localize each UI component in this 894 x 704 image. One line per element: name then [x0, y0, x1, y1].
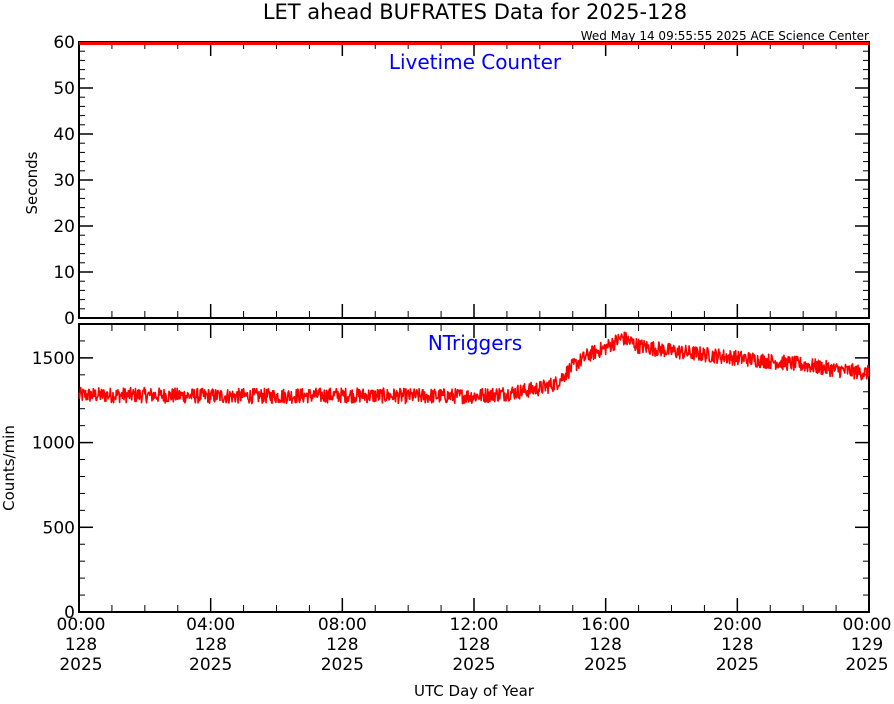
- ntriggers-y-tick-label: 500: [43, 518, 75, 538]
- x-tick-label: 12:00: [450, 615, 499, 635]
- ntriggers-y-tick-label: 0: [64, 603, 75, 623]
- x-tick-label: 129: [851, 635, 883, 655]
- x-tick-label: 128: [65, 635, 97, 655]
- ntriggers-y-tick-label: 1000: [32, 434, 75, 454]
- livetime-panel-label: Livetime Counter: [389, 50, 562, 74]
- timestamp-label: Wed May 14 09:55:55 2025 ACE Science Cen…: [581, 29, 869, 43]
- x-tick-label: 04:00: [186, 615, 235, 635]
- livetime-y-tick-label: 60: [53, 33, 75, 53]
- x-tick-label: 2025: [59, 655, 102, 675]
- x-tick-label: 128: [721, 635, 753, 655]
- livetime-y-tick-label: 50: [53, 79, 75, 99]
- x-tick-label: 128: [326, 635, 358, 655]
- livetime-y-tick-label: 30: [53, 171, 75, 191]
- livetime-y-tick-label: 40: [53, 125, 75, 145]
- x-tick-labels: 00:00128202504:00128202508:00128202512:0…: [57, 615, 892, 675]
- x-axis-label: UTC Day of Year: [414, 682, 535, 700]
- x-tick-label: 2025: [189, 655, 232, 675]
- x-tick-label: 2025: [584, 655, 627, 675]
- x-tick-label: 00:00: [57, 615, 106, 635]
- livetime-y-tick-label: 20: [53, 217, 75, 237]
- x-tick-label: 00:00: [843, 615, 892, 635]
- x-tick-label: 2025: [845, 655, 888, 675]
- livetime-y-tick-label: 10: [53, 263, 75, 283]
- ntriggers-series-line: [78, 331, 870, 405]
- livetime-y-tick-label: 0: [64, 309, 75, 329]
- x-tick-label: 08:00: [318, 615, 367, 635]
- ntriggers-y-axis-label: Counts/min: [0, 425, 18, 511]
- ntriggers-y-tick-label: 1500: [32, 349, 75, 369]
- x-tick-label: 128: [458, 635, 490, 655]
- x-tick-label: 2025: [716, 655, 759, 675]
- ntriggers-panel: 0 500 1000 1500: [32, 323, 870, 623]
- x-tick-label: 2025: [321, 655, 364, 675]
- livetime-panel: 0 10 20 30 40 50 60: [53, 33, 870, 329]
- x-tick-label: 128: [589, 635, 621, 655]
- livetime-plot-frame: [78, 41, 870, 319]
- ntriggers-panel-label: NTriggers: [428, 331, 522, 355]
- x-tick-label: 2025: [452, 655, 495, 675]
- livetime-y-axis-label: Seconds: [23, 151, 41, 214]
- x-tick-label: 20:00: [713, 615, 762, 635]
- x-tick-label: 128: [194, 635, 226, 655]
- x-tick-label: 16:00: [581, 615, 630, 635]
- chart-title: LET ahead BUFRATES Data for 2025-128: [263, 0, 687, 24]
- ntriggers-plot-frame: [78, 323, 870, 613]
